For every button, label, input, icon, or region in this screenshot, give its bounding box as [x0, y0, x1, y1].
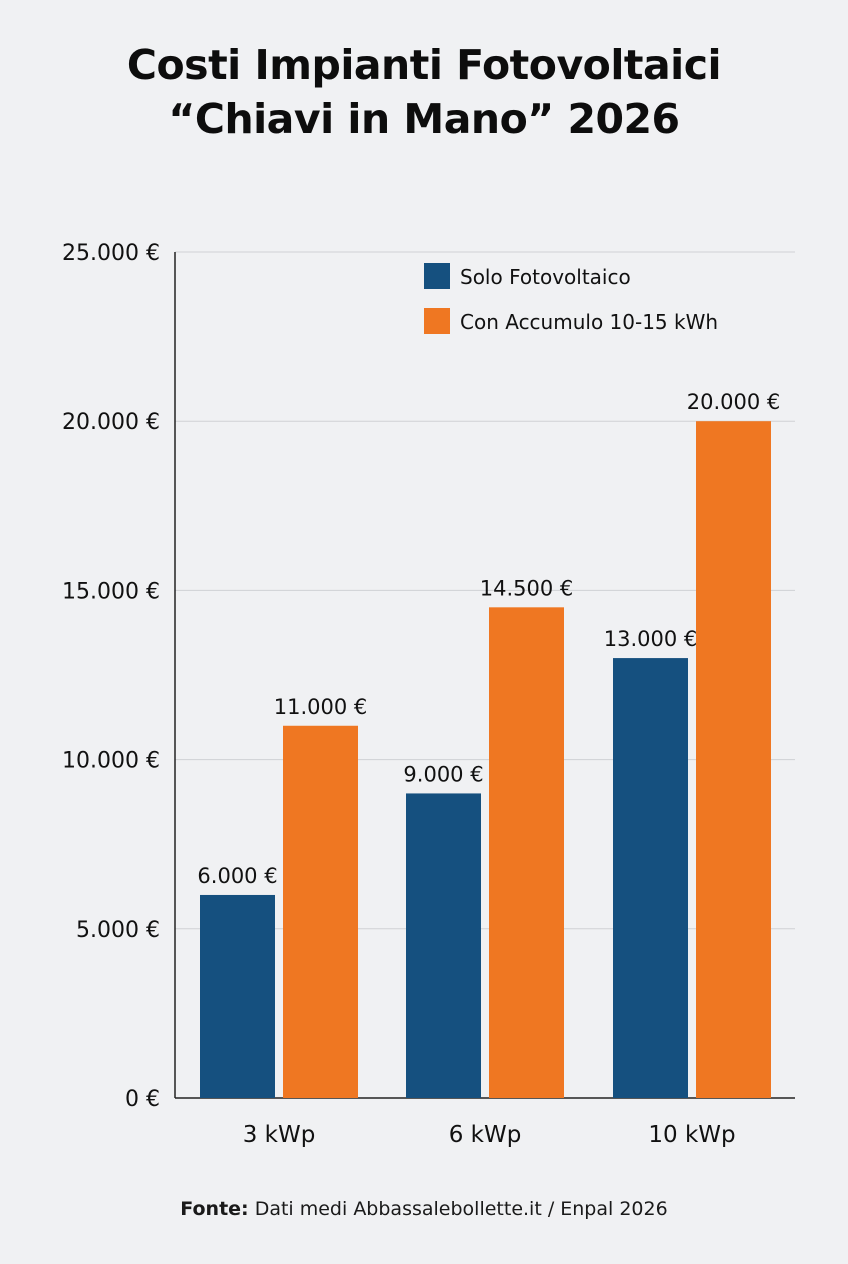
- data-label: 14.500 €: [480, 576, 574, 600]
- bar: [200, 894, 275, 1098]
- source-text: Dati medi Abbassalebollette.it / Enpal 2…: [248, 1198, 668, 1220]
- y-tick-label: 15.000 €: [62, 579, 160, 604]
- bar-chart: 0 € 5.000 € 10.000 € 15.000 € 20.000 € 25.000…: [62, 241, 795, 1148]
- x-tick-label: 3 kWp: [243, 1122, 316, 1148]
- bar: [696, 421, 771, 1098]
- bar: [613, 658, 688, 1098]
- y-tick-label: 10.000 €: [62, 749, 160, 774]
- data-label: 9.000 €: [403, 762, 483, 786]
- x-tick-label: 10 kWp: [648, 1122, 735, 1148]
- chart-title: Costi Impianti Fotovoltaici “Chiavi in M…: [0, 38, 848, 146]
- bar: [406, 793, 481, 1098]
- data-label: 11.000 €: [274, 695, 368, 719]
- y-tick-label: 5.000 €: [76, 918, 160, 943]
- x-tick-label: 6 kWp: [449, 1122, 522, 1148]
- bar: [283, 725, 358, 1098]
- y-tick-label: 20.000 €: [62, 410, 160, 435]
- legend-swatch: [424, 308, 450, 334]
- legend-label: Solo Fotovoltaico: [460, 265, 631, 289]
- y-tick-label: 0 €: [125, 1087, 160, 1112]
- chart-title-line-1: Costi Impianti Fotovoltaici: [126, 41, 722, 89]
- source-note: Fonte: Dati medi Abbassalebollette.it / …: [0, 1198, 848, 1220]
- source-label: Fonte:: [180, 1198, 249, 1220]
- data-label: 20.000 €: [687, 390, 781, 414]
- legend-label: Con Accumulo 10-15 kWh: [460, 310, 718, 334]
- data-label: 6.000 €: [197, 864, 277, 888]
- chart-title-line-2: “Chiavi in Mano” 2026: [168, 95, 680, 143]
- bar: [489, 607, 564, 1098]
- data-label: 13.000 €: [604, 627, 698, 651]
- legend-swatch: [424, 263, 450, 289]
- y-tick-label: 25.000 €: [62, 241, 160, 266]
